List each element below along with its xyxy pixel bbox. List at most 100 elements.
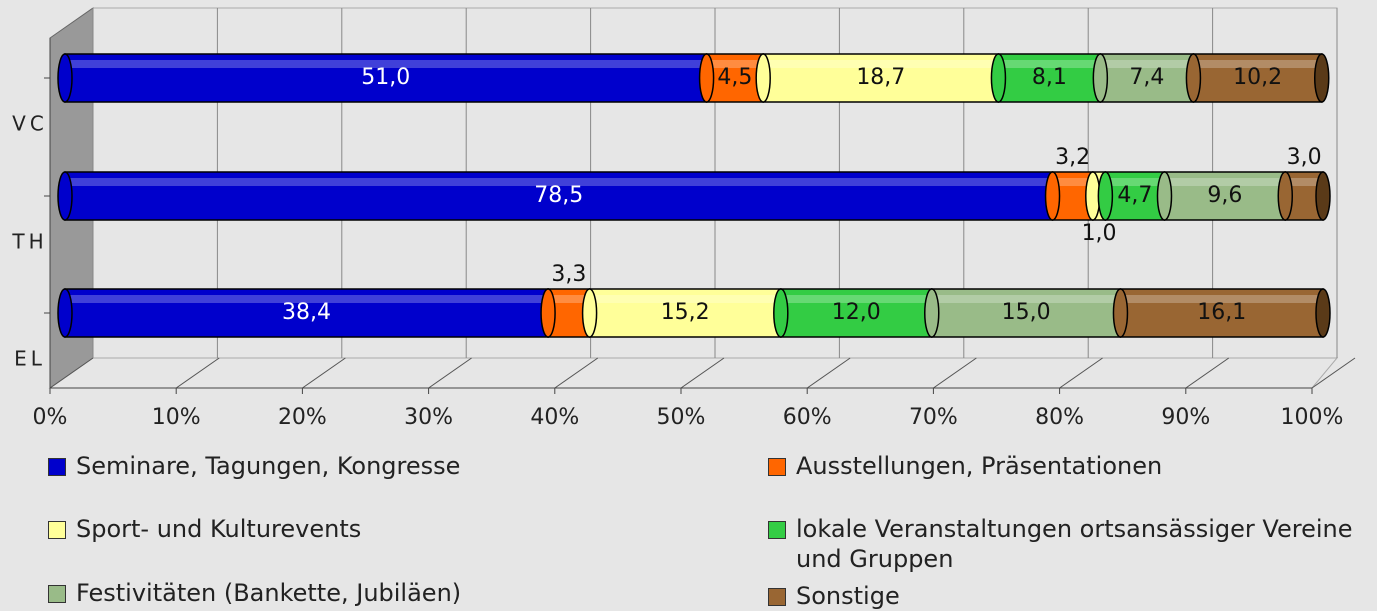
bar-shine <box>65 60 707 68</box>
bar-cap <box>924 288 940 338</box>
legend-item: lokale Veranstaltungen ortsansässiger Ve… <box>768 514 1356 574</box>
legend-label: Sonstige <box>796 582 900 610</box>
value-label: 10,2 <box>1233 65 1282 90</box>
floor-grid-line <box>49 357 94 389</box>
legend-item: Sport- und Kulturevents <box>48 514 361 544</box>
floor-grid-line <box>175 357 220 389</box>
value-label: 15,2 <box>661 300 710 325</box>
bar-cap <box>773 288 789 338</box>
bar-cap <box>698 53 715 103</box>
bar-cap <box>540 288 556 338</box>
bar-shine <box>548 295 590 303</box>
value-label: 8,1 <box>1032 65 1067 90</box>
floor-grid-line <box>302 357 346 389</box>
legend-item: Ausstellungen, Präsentationen <box>768 451 1162 481</box>
bar-shine <box>1120 295 1323 303</box>
bar-cap <box>1185 53 1202 103</box>
value-label: 4,5 <box>717 65 752 90</box>
bar-shine <box>1105 178 1165 186</box>
bar-cap <box>1313 53 1330 103</box>
bar-cap <box>1092 53 1109 103</box>
floor <box>48 357 1339 389</box>
bar-shine <box>780 295 932 303</box>
x-tick-label: 30% <box>404 405 453 430</box>
bar-cap <box>1315 171 1331 221</box>
y-tick-label: TH <box>11 230 47 254</box>
floor-grid-line <box>428 357 472 389</box>
bar-shine <box>1052 178 1093 186</box>
floor-grid-line <box>1185 357 1230 389</box>
bar-segment <box>1099 53 1195 103</box>
value-label: 1,0 <box>1082 221 1117 246</box>
bar-cap <box>990 53 1007 103</box>
value-label: 9,6 <box>1207 183 1242 208</box>
bar-segment <box>997 53 1102 103</box>
value-label: 78,5 <box>534 183 583 208</box>
value-label: 4,7 <box>1117 183 1152 208</box>
bar-cap <box>57 171 73 221</box>
bar-shine <box>763 60 999 68</box>
bar-shine <box>706 60 764 68</box>
value-label: 51,0 <box>361 65 410 90</box>
legend-item: Festivitäten (Bankette, Jubiläen) <box>48 578 461 608</box>
bar-cap <box>57 288 73 338</box>
legend-swatch <box>768 588 786 606</box>
legend-label: Festivitäten (Bankette, Jubiläen) <box>76 579 462 607</box>
value-label: 3,0 <box>1287 145 1322 170</box>
legend-swatch <box>48 585 66 603</box>
x-tick-label: 80% <box>1035 405 1084 430</box>
y-tick-label: EL <box>14 347 46 371</box>
legend-label: lokale Veranstaltungen ortsansässiger Ve… <box>796 515 1353 573</box>
floor-grid-line <box>933 357 977 389</box>
bar-cap <box>1044 171 1061 221</box>
floor-grid-line <box>1059 357 1103 389</box>
value-label: 7,4 <box>1129 65 1164 90</box>
floor-grid-line <box>1311 357 1356 389</box>
x-tick-label: 90% <box>1161 405 1210 430</box>
floor-grid-line <box>554 357 599 389</box>
legend-label: Seminare, Tagungen, Kongresse <box>76 452 461 480</box>
bar-shine <box>65 178 1053 186</box>
bar-cap <box>1315 288 1331 338</box>
y-tick-label: VC <box>12 112 48 136</box>
value-label: 3,2 <box>1055 145 1090 170</box>
bar-cap <box>1156 171 1173 221</box>
bar-segment <box>1119 288 1324 338</box>
bar-shine <box>1285 178 1323 186</box>
bar-shine <box>589 295 781 303</box>
bar-cap <box>1277 171 1294 221</box>
legend-item: Seminare, Tagungen, Kongresse <box>48 451 460 481</box>
value-label: 38,4 <box>282 300 331 325</box>
bar-cap <box>755 53 771 103</box>
chart: 0% 10% 20% 30% 40% 50% 60% 70% 80% 90% 100% VC TH EL 5… <box>11 7 1356 430</box>
bar-cap <box>581 288 598 338</box>
value-label: 18,7 <box>856 65 905 90</box>
legend-swatch <box>768 521 786 539</box>
legend-label: Sport- und Kulturevents <box>76 515 362 543</box>
bar-cap <box>1097 171 1114 221</box>
bar-cap <box>57 53 73 103</box>
bar-cap <box>1112 288 1129 338</box>
x-tick-label: 50% <box>657 405 706 430</box>
x-tick-label: 0% <box>33 405 68 430</box>
value-label: 12,0 <box>832 300 881 325</box>
bar-shine <box>931 295 1121 303</box>
value-label: 15,0 <box>1002 300 1051 325</box>
floor-grid-line <box>806 357 851 389</box>
x-tick-label: 20% <box>278 405 327 430</box>
legend-item: Sonstige <box>768 581 900 611</box>
legend-swatch <box>48 458 66 476</box>
legend-swatch <box>48 521 66 539</box>
value-label: 3,3 <box>551 262 586 287</box>
legend-label: Ausstellungen, Präsentationen <box>796 452 1163 480</box>
x-tick-label: 40% <box>530 405 579 430</box>
bar-shine <box>998 60 1101 68</box>
x-tick-label: 70% <box>909 405 958 430</box>
floor-grid-line <box>680 357 725 389</box>
x-tick-label: 60% <box>783 405 832 430</box>
bar-shine <box>65 295 549 303</box>
bar-shine <box>1193 60 1322 68</box>
x-tick-label: 10% <box>152 405 201 430</box>
bar-segment <box>705 53 764 103</box>
